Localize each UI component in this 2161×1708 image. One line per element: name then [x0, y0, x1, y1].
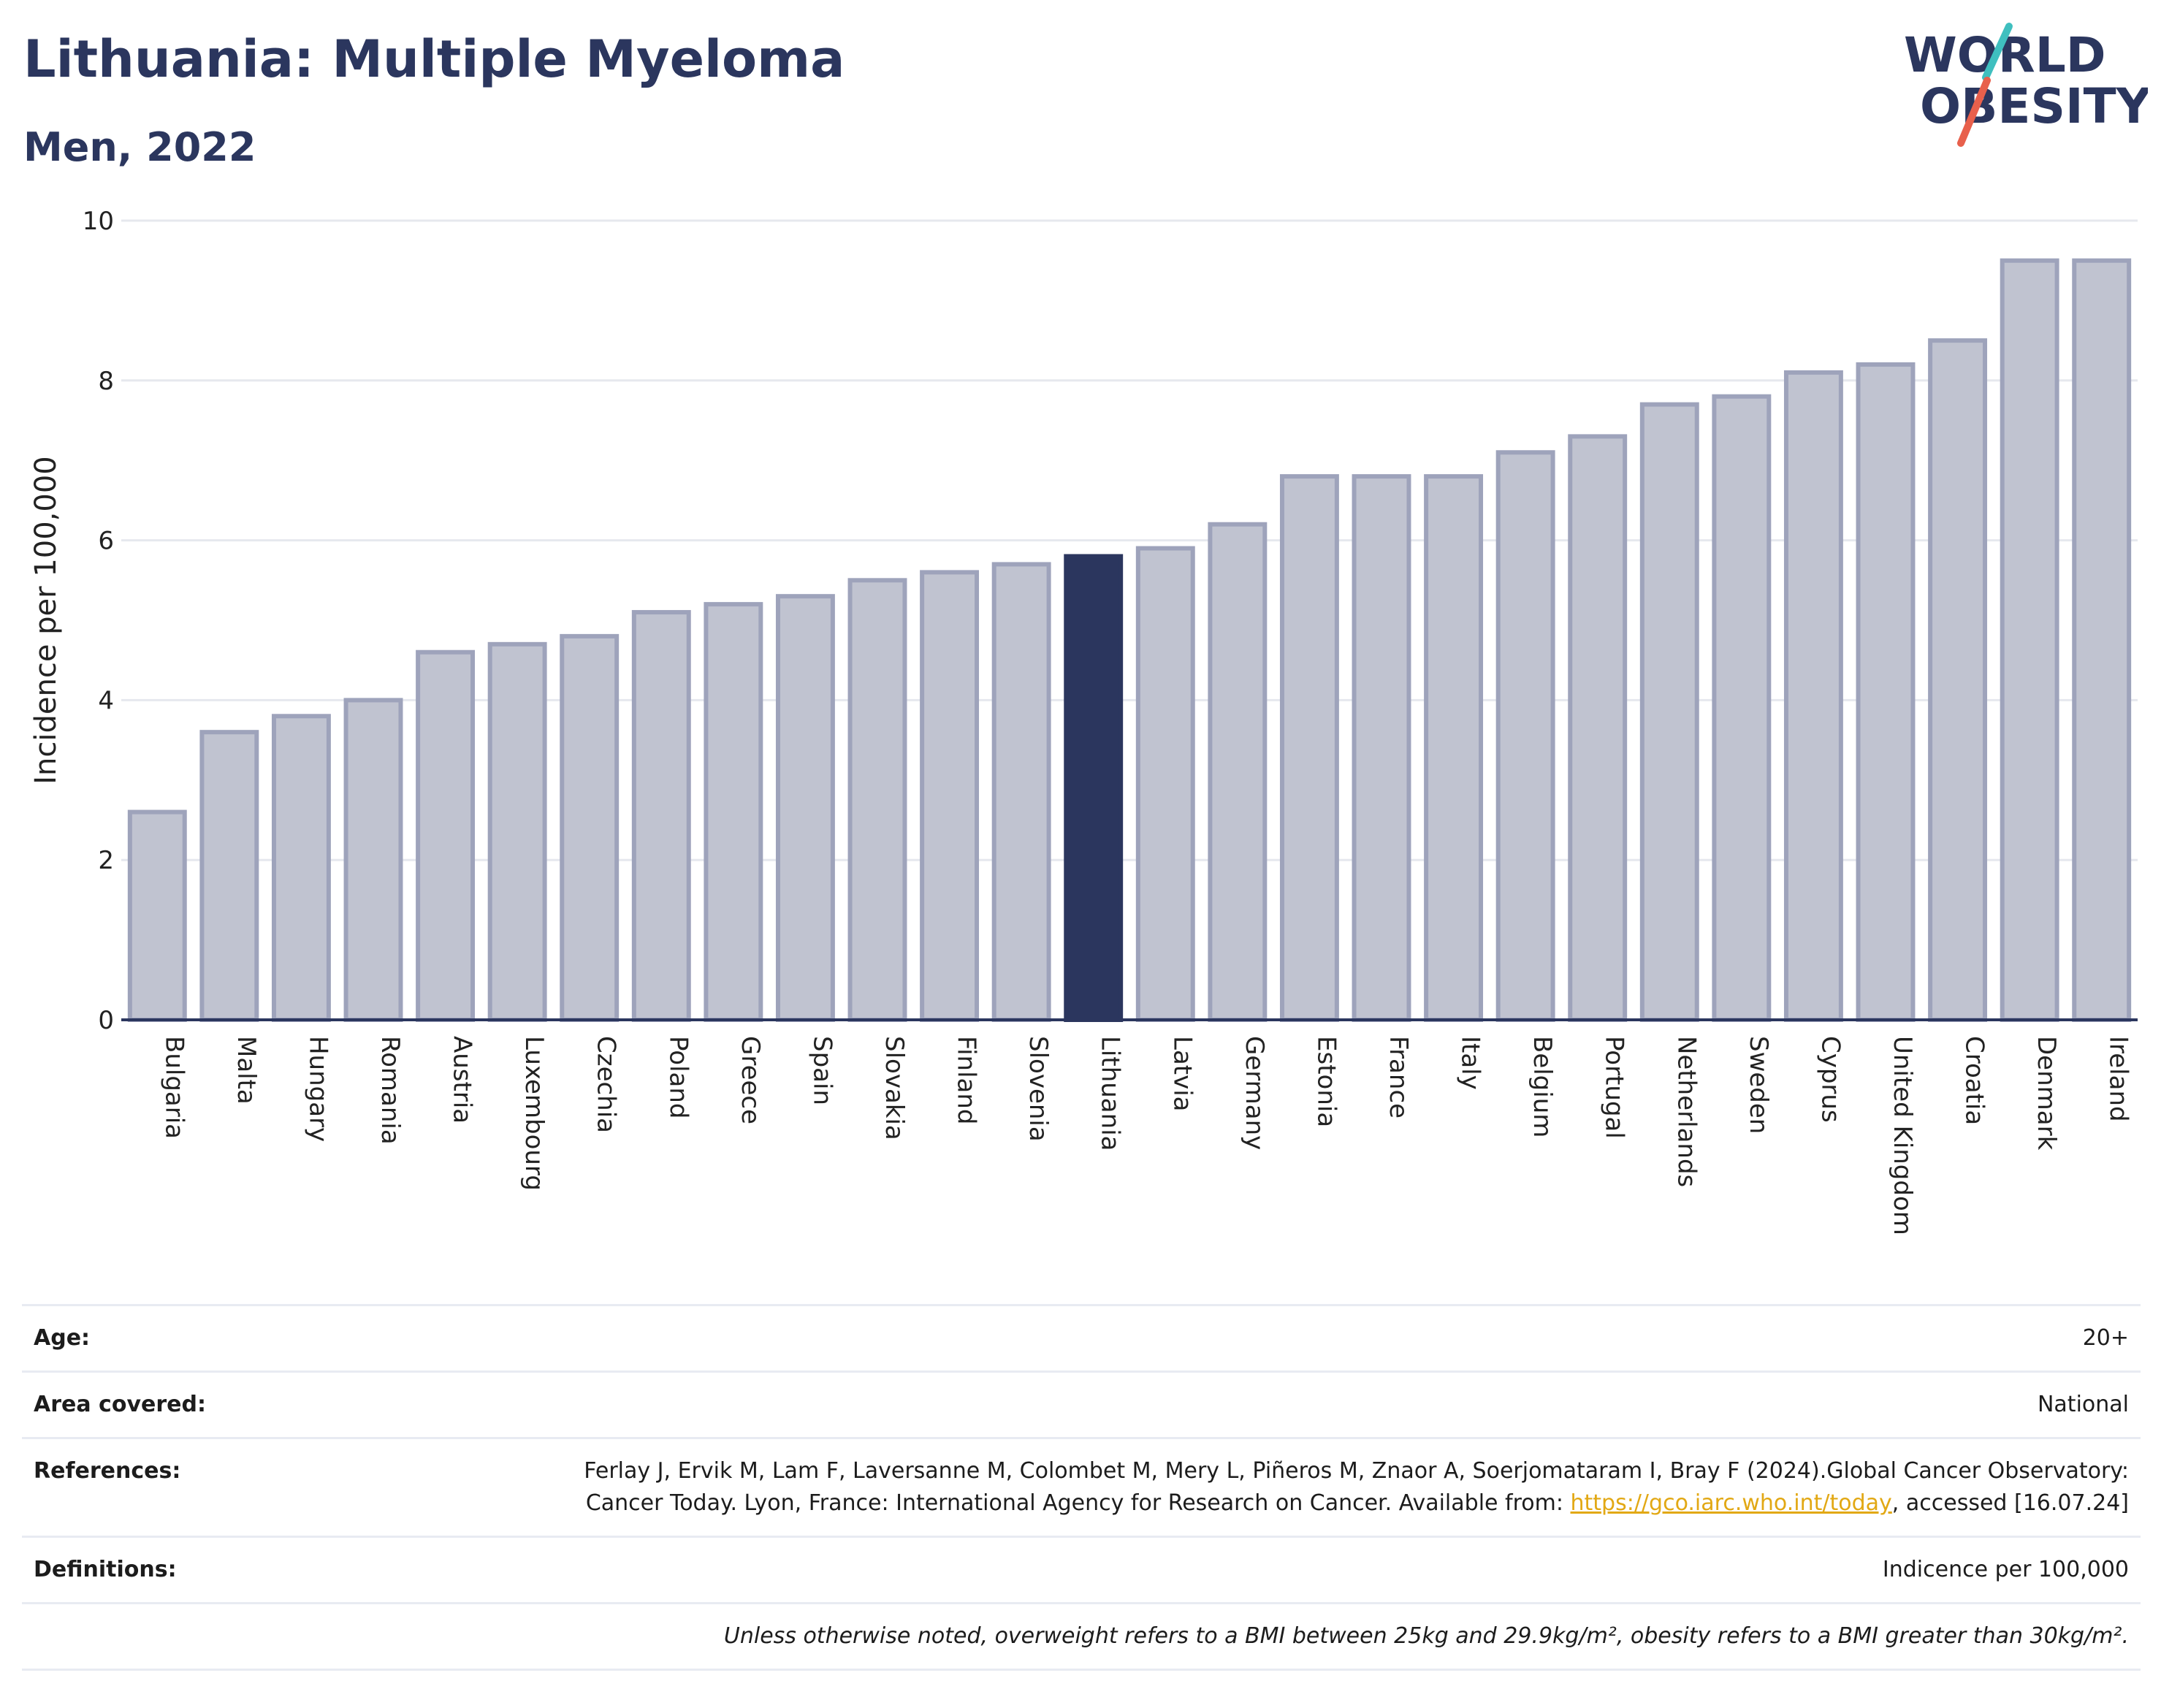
y-axis-label: Incidence per 100,000: [29, 456, 63, 785]
x-tick-label: Bulgaria: [159, 1036, 188, 1139]
references-text: Ferlay J, Ervik M, Lam F, Laversanne M, …: [584, 1458, 2129, 1516]
bar-luxembourg: [487, 641, 547, 1022]
bmi-note: Unless otherwise noted, overweight refer…: [723, 1623, 2129, 1649]
x-tick-label: France: [1384, 1036, 1413, 1118]
bar-ireland: [2072, 258, 2132, 1023]
x-tick-label: Hungary: [303, 1036, 332, 1142]
x-tick-label: Slovakia: [880, 1036, 909, 1140]
x-tick-label: Netherlands: [1672, 1036, 1701, 1187]
x-tick-label: Germany: [1240, 1036, 1269, 1150]
x-tick-label: Cyprus: [1815, 1036, 1845, 1123]
world-obesity-logo: WORLD OBESITY: [1904, 23, 2148, 147]
bar-austria: [416, 649, 476, 1022]
info-table: Age: 20+ Area covered: National Referenc…: [22, 1304, 2141, 1671]
chart-title: Lithuania: Multiple Myeloma: [23, 29, 845, 89]
x-tick-label: Romania: [376, 1036, 405, 1145]
bar-france: [1352, 474, 1411, 1022]
references-link[interactable]: https://gco.iarc.who.int/today: [1570, 1490, 1892, 1516]
bar-italy: [1424, 474, 1484, 1022]
x-tick-label: Austria: [448, 1036, 477, 1124]
bar-chart: 0 2 4 6 8 10 Bulgaria Malta Hungary Romania Austr…: [29, 207, 2138, 1235]
bar-united-kingdom: [1856, 362, 1916, 1023]
bar-cyprus: [1783, 370, 1843, 1022]
references-label: References:: [34, 1458, 181, 1484]
bar-slovenia: [991, 562, 1051, 1022]
bar-slovakia: [847, 578, 907, 1022]
bar-czechia: [560, 633, 620, 1022]
definitions-value: Indicence per 100,000: [1882, 1557, 2129, 1582]
bar-malta: [199, 730, 259, 1022]
bar-romania: [343, 698, 403, 1023]
info-row-age: Age: 20+: [22, 1304, 2141, 1370]
x-tick-label: Denmark: [2032, 1036, 2061, 1151]
bar-netherlands: [1639, 402, 1699, 1022]
x-tick-label: Italy: [1456, 1036, 1485, 1090]
bar-sweden: [1712, 394, 1772, 1022]
bar-bulgaria: [127, 809, 187, 1023]
bar-estonia: [1279, 474, 1339, 1022]
logo-slash-red: [1957, 77, 1991, 147]
bars: [127, 258, 2132, 1023]
area-label: Area covered:: [34, 1392, 206, 1417]
y-tick-label: 10: [83, 207, 114, 236]
y-tick-label: 8: [98, 367, 114, 396]
x-tick-label: Czechia: [592, 1036, 621, 1133]
info-row-area: Area covered: National: [22, 1370, 2141, 1437]
bar-latvia: [1135, 546, 1195, 1022]
bar-spain: [775, 594, 835, 1022]
chart-subtitle: Men, 2022: [23, 124, 256, 170]
x-tick-label: Latvia: [1167, 1036, 1197, 1112]
bar-greece: [704, 602, 763, 1022]
x-tick-label: Belgium: [1528, 1036, 1557, 1137]
x-tick-label: Ireland: [2104, 1036, 2133, 1122]
x-tick-label: Luxembourg: [519, 1036, 549, 1191]
y-tick-label: 0: [98, 1006, 114, 1035]
x-tick-label: Estonia: [1311, 1036, 1341, 1127]
bar-belgium: [1495, 450, 1555, 1022]
area-value: National: [2037, 1392, 2129, 1417]
x-tick-label: Portugal: [1600, 1036, 1629, 1139]
bar-denmark: [2000, 258, 2059, 1023]
info-row-references: References: Ferlay J, Ervik M, Lam F, La…: [22, 1437, 2141, 1536]
x-tick-label: Slovenia: [1024, 1036, 1053, 1142]
x-tick-label: Finland: [952, 1036, 981, 1125]
bar-croatia: [1928, 338, 1988, 1023]
bar-lithuania: [1064, 554, 1124, 1022]
x-tick-label: Sweden: [1744, 1036, 1773, 1134]
y-tick-label: 4: [98, 686, 114, 715]
x-tick-label: Croatia: [1960, 1036, 1989, 1125]
age-value: 20+: [2082, 1325, 2129, 1351]
y-tick-label: 2: [98, 846, 114, 875]
x-tick-label: United Kingdom: [1888, 1036, 1917, 1235]
category-labels: Bulgaria Malta Hungary Romania Austria Luxemb…: [159, 1036, 2133, 1235]
y-tick-label: 6: [98, 527, 114, 556]
bar-poland: [631, 610, 691, 1022]
x-tick-label: Malta: [232, 1036, 261, 1105]
bar-germany: [1208, 522, 1268, 1022]
y-axis-ticks: 0 2 4 6 8 10: [83, 207, 114, 1035]
bar-hungary: [271, 714, 331, 1023]
info-row-note: Unless otherwise noted, overweight refer…: [22, 1602, 2141, 1671]
references-value: Ferlay J, Ervik M, Lam F, Laversanne M, …: [522, 1455, 2129, 1520]
logo-line-obesity: OBESITY: [1920, 78, 2148, 134]
x-tick-label: Greece: [736, 1036, 765, 1124]
definitions-label: Definitions:: [34, 1557, 177, 1582]
x-tick-label: Lithuania: [1096, 1036, 1125, 1151]
x-tick-label: Poland: [663, 1036, 693, 1119]
references-suffix: , accessed [16.07.24]: [1891, 1490, 2129, 1516]
age-label: Age:: [34, 1325, 91, 1351]
bar-portugal: [1568, 434, 1628, 1022]
bar-finland: [920, 570, 980, 1022]
info-row-definitions: Definitions: Indicence per 100,000: [22, 1536, 2141, 1602]
x-tick-label: Spain: [807, 1036, 836, 1105]
logo-slash-teal: [1982, 23, 2013, 81]
